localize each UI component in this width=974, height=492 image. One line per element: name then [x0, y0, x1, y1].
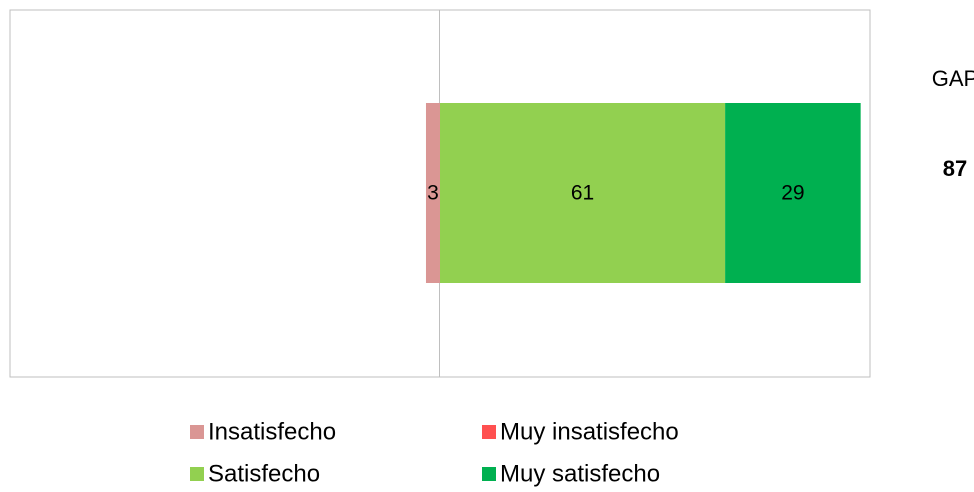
data-label: 29: [781, 182, 804, 205]
bar-segment: [725, 103, 861, 283]
legend-swatch: [190, 467, 204, 481]
legend-swatch: [482, 425, 496, 439]
legend-label: Muy insatisfecho: [500, 418, 679, 445]
legend-swatch: [482, 467, 496, 481]
legend-label: Insatisfecho: [208, 418, 336, 445]
legend-swatch: [190, 425, 204, 439]
gap-value: 87: [943, 156, 967, 181]
gap-label: GAP: [932, 66, 974, 91]
legend-label: Muy satisfecho: [500, 460, 660, 487]
bar-segment: [425, 103, 440, 283]
legend-label: Satisfecho: [208, 460, 320, 487]
data-label: 61: [571, 182, 594, 205]
data-label: 3: [427, 182, 439, 205]
bar-segment: [440, 103, 726, 283]
